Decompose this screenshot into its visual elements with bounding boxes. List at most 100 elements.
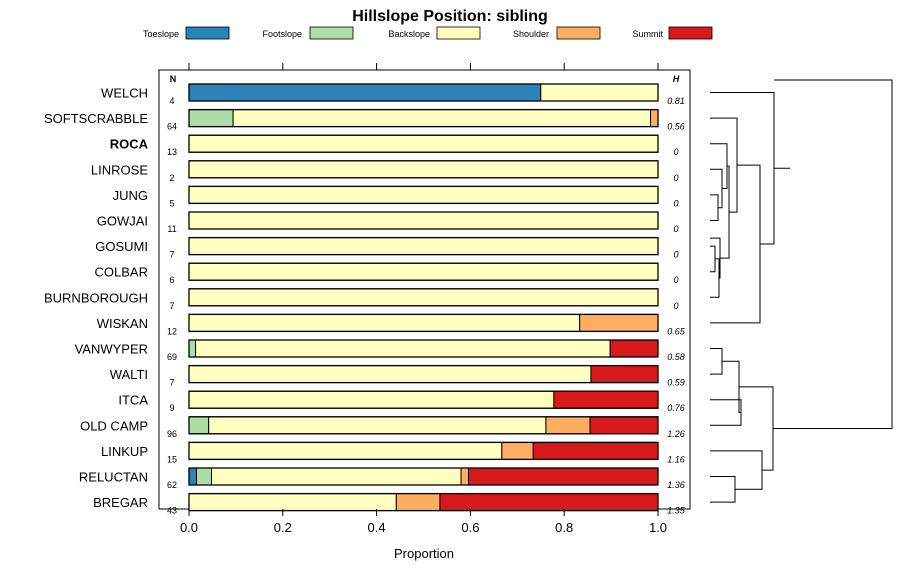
h-label-jung: 0 xyxy=(673,198,678,208)
category-label-burnborough: BURNBOROUGH xyxy=(44,290,148,305)
h-label-reluctan: 1.36 xyxy=(667,480,685,490)
bar-outline-welch xyxy=(188,83,659,102)
n-label-walti: 7 xyxy=(169,378,174,388)
n-labels: 4 64 13 2 5 11 7 6 7 12 69 7 9 96 15 62 43 xyxy=(167,96,177,516)
n-label-vanwyper: 69 xyxy=(167,352,177,362)
n-label-wiskan: 12 xyxy=(167,326,177,336)
legend-swatch-toeslope xyxy=(185,26,230,40)
category-label-reluctan: RELUCTAN xyxy=(79,470,148,485)
n-label-reluctan: 62 xyxy=(167,480,177,490)
bar-vanwyper-footslope xyxy=(188,339,197,358)
n-label-old-camp: 96 xyxy=(167,429,177,439)
category-label-wiskan: WISKAN xyxy=(97,316,148,331)
bar-roca-backslope xyxy=(188,134,659,153)
bar-reluctan-toeslope xyxy=(188,467,198,486)
category-label-linrose: LINROSE xyxy=(91,162,148,177)
bar-wiskan-shoulder xyxy=(579,313,659,332)
category-label-old-camp: OLD CAMP xyxy=(80,418,148,433)
chart-title: Hillslope Position: sibling xyxy=(352,8,548,25)
bar-old-camp-summit xyxy=(589,416,659,435)
bar-softscrabble-footslope xyxy=(188,109,234,128)
n-header: N xyxy=(170,74,177,84)
h-label-walti: 0.59 xyxy=(667,378,685,388)
bar-vanwyper-backslope xyxy=(195,339,611,358)
bar-old-camp-footslope xyxy=(188,416,210,435)
bar-softscrabble-shoulder xyxy=(649,109,659,128)
bar-itca-summit xyxy=(553,390,659,409)
legend-swatch-backslope xyxy=(436,26,481,40)
bar-gosumi-backslope xyxy=(188,237,659,256)
bar-outline-gosumi xyxy=(188,236,659,256)
n-label-welch: 4 xyxy=(169,96,174,106)
bar-outline-vanwyper xyxy=(188,339,659,358)
category-labels: WELCH SOFTSCRABBLE ROCA LINROSE JUNG GOWJAI GO… xyxy=(44,86,149,511)
category-label-vanwyper: VANWYPER xyxy=(75,342,148,357)
n-label-linrose: 2 xyxy=(169,173,174,183)
bar-linkup-shoulder xyxy=(501,441,534,460)
dendrogram xyxy=(710,79,893,503)
bar-bregar-summit xyxy=(439,493,659,512)
bar-outline-softscrabble xyxy=(188,108,659,128)
bar-reluctan-shoulder xyxy=(460,467,470,486)
bar-colbar-backslope xyxy=(188,262,659,281)
h-label-welch: 0.81 xyxy=(667,96,685,106)
bar-welch-backslope xyxy=(540,83,659,102)
h-label-gowjai: 0 xyxy=(673,224,678,234)
bar-walti-backslope xyxy=(188,365,592,384)
n-label-linkup: 15 xyxy=(167,454,177,464)
bar-linkup-backslope xyxy=(188,441,503,460)
bar-outline-old-camp xyxy=(188,416,659,435)
category-label-gosumi: GOSUMI xyxy=(95,239,148,254)
bar-bregar-backslope xyxy=(188,493,397,512)
h-label-roca: 0 xyxy=(673,147,678,157)
h-header: H xyxy=(673,74,680,84)
bar-outline-colbar xyxy=(188,262,659,281)
n-label-jung: 5 xyxy=(169,198,174,208)
bar-itca-backslope xyxy=(188,390,555,409)
bar-outline-reluctan xyxy=(188,467,659,486)
x-axis-label: Proportion xyxy=(394,546,454,561)
category-label-gowjai: GOWJAI xyxy=(97,214,148,229)
n-label-gosumi: 7 xyxy=(169,250,174,260)
bar-outline-linkup xyxy=(188,441,659,461)
h-label-colbar: 0 xyxy=(673,275,678,285)
legend-label-toeslope: Toeslope xyxy=(143,29,179,39)
bar-reluctan-backslope xyxy=(211,467,462,486)
h-label-gosumi: 0 xyxy=(673,250,678,260)
bar-reluctan-summit xyxy=(468,467,659,486)
x-tick-label-2: 0.4 xyxy=(368,520,386,535)
x-tick-label-1: 0.2 xyxy=(274,520,292,535)
h-label-bregar: 1.35 xyxy=(667,506,686,516)
bar-outline-gowjai xyxy=(188,211,659,230)
h-label-wiskan: 0.65 xyxy=(667,326,686,336)
bar-outline-burnborough xyxy=(188,288,659,307)
h-label-softscrabble: 0.56 xyxy=(667,122,685,132)
bars-group xyxy=(188,83,659,512)
bar-outline-roca xyxy=(188,134,659,153)
n-label-roca: 13 xyxy=(167,147,177,157)
bar-walti-summit xyxy=(590,365,659,384)
legend-swatch-summit xyxy=(668,26,713,40)
legend-label-summit: Summit xyxy=(632,29,663,39)
x-tick-label-3: 0.6 xyxy=(461,520,479,535)
n-label-itca: 9 xyxy=(169,403,174,413)
bar-old-camp-shoulder xyxy=(545,416,591,435)
bar-outline-wiskan xyxy=(188,313,659,333)
bar-outline-jung xyxy=(188,185,659,205)
n-label-burnborough: 7 xyxy=(169,301,174,311)
n-label-bregar: 43 xyxy=(167,506,177,516)
category-label-roca: ROCA xyxy=(110,137,149,152)
bar-gowjai-backslope xyxy=(188,211,659,230)
category-label-colbar: COLBAR xyxy=(95,265,148,280)
bar-jung-backslope xyxy=(188,185,659,204)
n-label-softscrabble: 64 xyxy=(167,122,177,132)
dendrogram-branch-16 xyxy=(773,79,893,429)
category-label-welch: WELCH xyxy=(101,86,148,101)
x-axis: 0.0 0.2 0.4 0.6 0.8 1.0 xyxy=(180,63,667,535)
h-label-itca: 0.76 xyxy=(667,403,685,413)
n-label-colbar: 6 xyxy=(169,275,174,285)
bar-welch-toeslope xyxy=(188,83,542,102)
bar-outline-bregar xyxy=(188,492,659,512)
category-label-itca: ITCA xyxy=(118,393,148,408)
